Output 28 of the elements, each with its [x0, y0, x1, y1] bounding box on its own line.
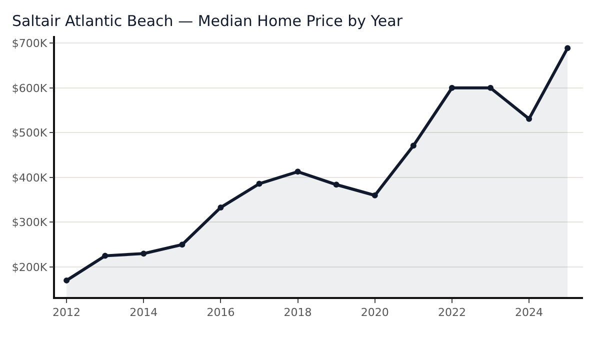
- point: [410, 142, 416, 149]
- point: [140, 250, 147, 257]
- point: [256, 180, 262, 187]
- y-tick-label: $200K: [12, 260, 48, 274]
- chart-title: Saltair Atlantic Beach — Median Home Price by Year: [12, 12, 404, 30]
- point: [372, 192, 378, 198]
- y-tick-label: $600K: [12, 82, 48, 95]
- point: [294, 168, 301, 175]
- y-tick-label: $700K: [12, 37, 48, 50]
- x-tick-label: 2018: [284, 306, 312, 319]
- x-tick-label: 2024: [515, 306, 544, 319]
- x-tick-label: 2014: [130, 306, 158, 319]
- point: [64, 277, 70, 284]
- x-tick-label: 2020: [360, 306, 389, 319]
- point: [102, 252, 108, 259]
- point: [526, 116, 532, 122]
- point: [218, 204, 224, 210]
- y-tick-label: $400K: [12, 171, 48, 184]
- point: [488, 84, 494, 91]
- point: [564, 45, 571, 52]
- point: [333, 182, 340, 188]
- y-tick-label: $300K: [12, 216, 48, 230]
- x-tick-label: 2016: [206, 306, 235, 319]
- x-tick-label: 2022: [438, 306, 466, 319]
- y-tick-label: $500K: [12, 126, 48, 140]
- point: [448, 84, 455, 91]
- x-tick-label: 2012: [52, 306, 81, 319]
- point: [179, 242, 186, 248]
